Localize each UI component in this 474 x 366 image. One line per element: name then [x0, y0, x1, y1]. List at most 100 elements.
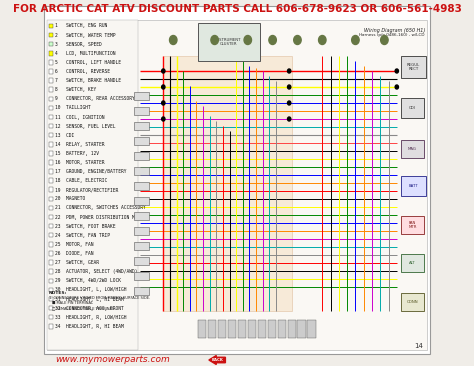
Bar [401, 176, 426, 196]
Bar [49, 115, 53, 119]
Bar [134, 107, 149, 115]
Text: 17  GROUND, ENGINE/BATTERY: 17 GROUND, ENGINE/BATTERY [55, 169, 127, 174]
Bar [49, 215, 53, 219]
Circle shape [162, 117, 165, 121]
Bar [49, 197, 53, 201]
Text: ■ MALE PIN TERMINAL: ■ MALE PIN TERMINAL [52, 301, 93, 305]
Bar [278, 320, 286, 338]
Bar [228, 320, 236, 338]
Text: 12  SENSOR, FUEL LEVEL: 12 SENSOR, FUEL LEVEL [55, 124, 115, 128]
Text: 30  HEADLIGHT, L, LOW/HIGH: 30 HEADLIGHT, L, LOW/HIGH [55, 287, 127, 292]
Bar [49, 297, 53, 301]
Text: NOTES:: NOTES: [49, 291, 67, 295]
Circle shape [288, 101, 291, 105]
Circle shape [395, 69, 399, 73]
Bar [298, 320, 306, 338]
Bar [49, 269, 53, 274]
Bar [134, 212, 149, 220]
Text: ALT: ALT [409, 261, 416, 265]
Bar [401, 254, 424, 272]
Bar [218, 320, 226, 338]
Text: 16  MOTOR, STARTER: 16 MOTOR, STARTER [55, 160, 104, 165]
Text: 13  CDI: 13 CDI [55, 133, 74, 138]
Bar [258, 320, 266, 338]
Text: FAN
MTR: FAN MTR [408, 221, 417, 229]
Text: 1   SWITCH, ENG RUN: 1 SWITCH, ENG RUN [55, 23, 107, 29]
Text: 3   SENSOR, SPEED: 3 SENSOR, SPEED [55, 42, 101, 47]
Bar [49, 206, 53, 210]
Bar [134, 167, 149, 175]
Bar [49, 224, 53, 228]
Text: 9   CONNECTOR, REAR ACCESSORY: 9 CONNECTOR, REAR ACCESSORY [55, 96, 135, 101]
Text: 24  SWITCH, FAN TRIP: 24 SWITCH, FAN TRIP [55, 233, 110, 238]
Bar [208, 320, 216, 338]
Circle shape [288, 117, 291, 121]
Bar [268, 320, 276, 338]
Bar [49, 106, 53, 110]
Text: □ FEMALE RECEPTACLE TERMINAL: □ FEMALE RECEPTACLE TERMINAL [52, 306, 114, 310]
Text: CDI: CDI [409, 106, 416, 110]
Text: 23  SWITCH, FOOT BRAKE: 23 SWITCH, FOOT BRAKE [55, 224, 115, 229]
Text: MAG: MAG [408, 147, 417, 151]
Circle shape [381, 36, 388, 45]
Text: BATT: BATT [409, 184, 418, 188]
Text: 31  HEADLIGHT, L, HI BEAM: 31 HEADLIGHT, L, HI BEAM [55, 296, 124, 302]
Bar [49, 279, 53, 283]
Bar [49, 242, 53, 247]
Text: 7   SWITCH, BRAKE HANDLE: 7 SWITCH, BRAKE HANDLE [55, 78, 121, 83]
Circle shape [244, 36, 252, 45]
Bar [401, 56, 426, 78]
Text: 5   CONTROL, LIFT HANDLE: 5 CONTROL, LIFT HANDLE [55, 60, 121, 65]
Bar [49, 142, 53, 146]
Bar [198, 23, 260, 61]
Text: INSTRUMENT
CLUSTER: INSTRUMENT CLUSTER [216, 38, 241, 46]
Bar [49, 78, 53, 83]
Bar [49, 151, 53, 156]
Text: 18  CABLE, ELECTRIC: 18 CABLE, ELECTRIC [55, 178, 107, 183]
FancyArrow shape [209, 355, 226, 365]
Circle shape [269, 36, 276, 45]
Text: 14  RELAY, STARTER: 14 RELAY, STARTER [55, 142, 104, 147]
Text: 34  HEADLIGHT, R, HI BEAM: 34 HEADLIGHT, R, HI BEAM [55, 324, 124, 329]
Text: 2   SWITCH, WATER TEMP: 2 SWITCH, WATER TEMP [55, 33, 115, 38]
Bar [134, 197, 149, 205]
Text: www.mymowerparts.com: www.mymowerparts.com [55, 355, 171, 365]
Bar [49, 60, 53, 65]
Circle shape [162, 85, 165, 89]
Bar [49, 324, 53, 329]
Bar [49, 42, 53, 46]
Bar [49, 306, 53, 310]
Bar [401, 140, 424, 158]
Circle shape [288, 69, 291, 73]
Circle shape [211, 36, 219, 45]
Bar [49, 69, 53, 74]
Text: 1. CONNECTORS VIEWED FROM MATING SURFACE SIDE.: 1. CONNECTORS VIEWED FROM MATING SURFACE… [49, 296, 150, 300]
Text: 32  CONNECTOR, ACC, FRONT: 32 CONNECTOR, ACC, FRONT [55, 306, 124, 311]
Circle shape [162, 101, 165, 105]
Bar [49, 24, 53, 28]
Text: 27  SWITCH, GEAR: 27 SWITCH, GEAR [55, 260, 99, 265]
Bar [49, 160, 53, 165]
Bar [288, 320, 296, 338]
Bar [49, 251, 53, 256]
Bar [248, 320, 256, 338]
Bar [49, 97, 53, 101]
Text: FOR ARCTIC CAT ATV DISCOUNT PARTS CALL 606-678-9623 OR 606-561-4983: FOR ARCTIC CAT ATV DISCOUNT PARTS CALL 6… [13, 4, 461, 14]
Bar [49, 260, 53, 265]
Bar [134, 257, 149, 265]
Bar [134, 122, 149, 130]
Bar [49, 169, 53, 174]
Text: 29  SWITCH, 4WD/2WD LOCK: 29 SWITCH, 4WD/2WD LOCK [55, 278, 121, 283]
Bar [49, 288, 53, 292]
Bar [134, 92, 149, 100]
Text: 19  REGULATOR/RECTIFIER: 19 REGULATOR/RECTIFIER [55, 187, 118, 192]
Text: Wiring Diagram (650 H1): Wiring Diagram (650 H1) [364, 28, 425, 33]
Circle shape [162, 69, 165, 73]
Text: 21  CONNECTOR, SWITCHES ACCESSORY: 21 CONNECTOR, SWITCHES ACCESSORY [55, 205, 146, 210]
Text: 6   CONTROL, REVERSE: 6 CONTROL, REVERSE [55, 69, 110, 74]
Bar [307, 320, 316, 338]
Text: 15  BATTERY, 12V: 15 BATTERY, 12V [55, 151, 99, 156]
Circle shape [352, 36, 359, 45]
Bar [238, 320, 246, 338]
Bar [134, 152, 149, 160]
